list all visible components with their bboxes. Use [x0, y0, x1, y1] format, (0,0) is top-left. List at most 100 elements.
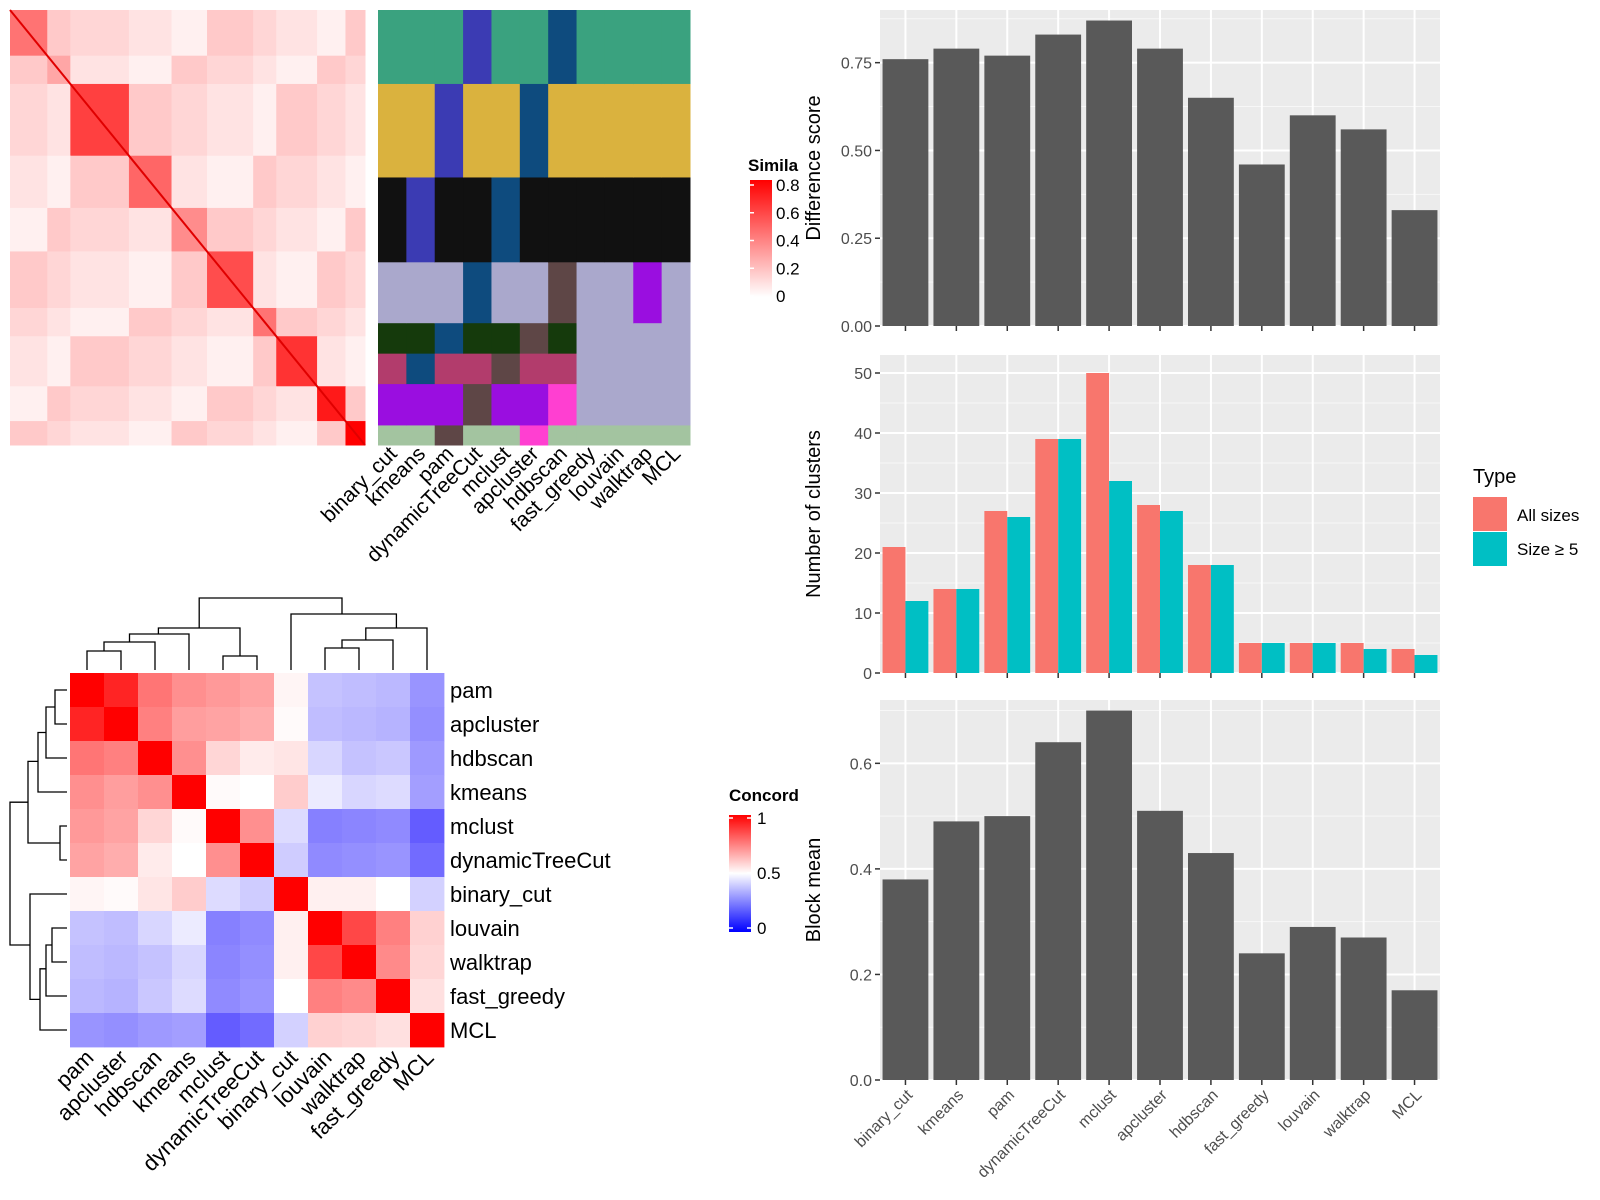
similarity-legend-tick-label: 0.8	[776, 176, 800, 195]
bar-dynamicTreeCut-all-sizes	[1035, 439, 1059, 673]
concordance-legend-title: Concord	[729, 786, 799, 805]
similarity-block	[128, 83, 173, 157]
strip-cell-walktrap	[633, 83, 663, 178]
similarity-block	[276, 10, 318, 57]
bar-fast_greedy-all-sizes	[1238, 643, 1262, 673]
similarity-block	[276, 83, 318, 157]
concordance-cell-pam-hdbscan	[138, 673, 173, 708]
x-tick-label-binary_cut: binary_cut	[852, 1086, 917, 1151]
concordance-cell-kmeans-dynamicTreeCut	[240, 775, 275, 810]
bar-kmeans-size-ge-5	[956, 589, 980, 673]
similarity-legend-tick-label: 0.4	[776, 232, 800, 251]
strip-cell-hdbscan	[548, 83, 578, 178]
concordance-legend-tick-label: 0.5	[757, 864, 781, 883]
concordance-cell-MCL-apcluster	[104, 1013, 139, 1048]
concordance-cell-walktrap-fast_greedy	[376, 945, 411, 980]
bar-mclust-all-sizes	[1086, 373, 1110, 673]
bar-MCL	[1391, 990, 1438, 1080]
strip-cell-mclust	[491, 83, 521, 178]
similarity-block	[171, 421, 208, 446]
strip-cell-pam	[434, 384, 464, 426]
similarity-block	[10, 155, 48, 209]
legend-swatch-all-sizes	[1473, 497, 1507, 531]
strip-cell-fast_greedy	[576, 384, 606, 426]
similarity-block	[276, 155, 318, 209]
similarity-block	[317, 10, 346, 57]
similarity-block	[345, 10, 366, 57]
y-axis-label: Block mean	[803, 838, 825, 943]
concordance-cell-pam-pam	[70, 673, 105, 708]
strip-cell-binary_cut	[378, 384, 407, 426]
bar-MCL	[1391, 210, 1438, 326]
similarity-legend-tick-label: 0.2	[776, 259, 800, 278]
concordance-cell-fast_greedy-walktrap	[342, 979, 377, 1014]
similarity-block	[207, 386, 254, 422]
strip-cell-fast_greedy	[576, 83, 606, 178]
concordance-cell-walktrap-walktrap	[342, 945, 377, 980]
concordance-cell-pam-binary_cut	[274, 673, 309, 708]
bar-pam	[984, 816, 1031, 1080]
concordance-cell-kmeans-walktrap	[342, 775, 377, 810]
similarity-block	[10, 307, 48, 337]
concordance-cell-pam-fast_greedy	[376, 673, 411, 708]
cluster-assignment-strips: binary_cutkmeanspamdynamicTreeCutmclusta…	[317, 10, 691, 567]
type-legend-title: Type	[1473, 466, 1516, 488]
concordance-cell-louvain-mclust	[206, 911, 241, 946]
bar-mclust-size-ge-5	[1109, 481, 1132, 673]
concordance-row-label-louvain: louvain	[450, 916, 520, 941]
bar-hdbscan	[1188, 853, 1234, 1080]
y-tick-label: 20	[854, 546, 872, 563]
similarity-block	[171, 386, 208, 422]
strip-cell-louvain	[604, 262, 634, 324]
concordance-cell-hdbscan-mclust	[206, 741, 241, 776]
similarity-block	[345, 386, 366, 422]
concordance-cell-louvain-kmeans	[172, 911, 207, 946]
concordance-cell-walktrap-hdbscan	[138, 945, 173, 980]
x-tick-label-mclust: mclust	[1075, 1086, 1120, 1131]
concordance-cell-MCL-kmeans	[172, 1013, 207, 1048]
concordance-cell-binary_cut-pam	[70, 877, 105, 912]
concordance-cell-apcluster-louvain	[308, 707, 343, 742]
legend-label-all-sizes: All sizes	[1517, 506, 1579, 525]
row-dendro-branch	[51, 927, 67, 963]
strip-cell-MCL	[661, 177, 691, 263]
similarity-block	[70, 307, 130, 337]
concordance-cell-fast_greedy-apcluster	[104, 979, 139, 1014]
strip-cell-hdbscan	[548, 323, 578, 355]
similarity-block	[47, 155, 71, 209]
strip-cell-MCL	[661, 10, 691, 85]
similarity-block	[128, 421, 173, 446]
concordance-cell-mclust-mclust	[206, 809, 241, 844]
similarity-block	[171, 10, 208, 57]
strip-cell-pam	[434, 353, 464, 385]
strip-cell-apcluster	[519, 323, 549, 355]
concordance-row-label-apcluster: apcluster	[450, 712, 539, 737]
concordance-cell-apcluster-dynamicTreeCut	[240, 707, 275, 742]
concordance-legend-colorbar	[729, 815, 751, 932]
strip-cell-binary_cut	[378, 177, 407, 263]
col-dendro-branch	[222, 655, 258, 670]
concordance-cell-louvain-pam	[70, 911, 105, 946]
col-dendro-branch	[341, 639, 394, 670]
similarity-block	[10, 421, 48, 446]
concordance-cell-fast_greedy-louvain	[308, 979, 343, 1014]
similarity-block	[253, 251, 277, 309]
similarity-block	[47, 386, 71, 422]
strip-cell-kmeans	[406, 425, 436, 446]
concordance-cell-louvain-walktrap	[342, 911, 377, 946]
concordance-cell-pam-MCL	[410, 673, 445, 708]
similarity-heatmap-blocks	[9, 9, 366, 446]
strip-cell-mclust	[491, 353, 521, 385]
strip-cell-louvain	[604, 353, 634, 385]
strip-cell-walktrap	[633, 353, 663, 385]
strip-cell-louvain	[604, 425, 634, 446]
similarity-block	[276, 207, 318, 252]
concordance-cell-kmeans-mclust	[206, 775, 241, 810]
concordance-cell-mclust-walktrap	[342, 809, 377, 844]
concordance-cell-dynamicTreeCut-dynamicTreeCut	[240, 843, 275, 878]
concordance-cell-mclust-fast_greedy	[376, 809, 411, 844]
strip-cell-dynamicTreeCut	[463, 384, 492, 426]
similarity-block	[47, 10, 71, 57]
strip-method-labels: binary_cutkmeanspamdynamicTreeCutmclusta…	[317, 442, 685, 567]
concordance-cell-kmeans-kmeans	[172, 775, 207, 810]
